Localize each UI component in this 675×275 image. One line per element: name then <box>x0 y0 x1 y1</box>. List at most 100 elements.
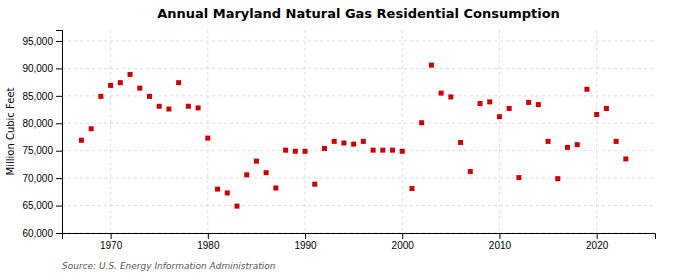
point <box>565 145 570 150</box>
point <box>332 139 337 144</box>
point <box>234 204 239 209</box>
grid <box>62 30 655 233</box>
point <box>89 126 94 131</box>
point <box>614 139 619 144</box>
point <box>468 169 473 174</box>
tick: 1990 <box>294 233 317 251</box>
x-axis: 1970 1980 1990 2000 2010 2020 <box>63 233 656 251</box>
tick-label: 90,000 <box>22 63 53 74</box>
tick: 80,000 <box>22 118 62 129</box>
point <box>273 186 278 191</box>
point <box>429 63 434 68</box>
point <box>516 175 521 180</box>
point <box>623 156 628 161</box>
point <box>507 106 512 111</box>
point <box>118 80 123 85</box>
y-axis: 60,000 65,000 70,000 75,000 80,000 85,000 90,0… <box>22 31 62 239</box>
grid-line <box>62 178 655 179</box>
point <box>546 139 551 144</box>
grid-line <box>62 40 655 41</box>
point <box>205 136 210 141</box>
tick: 2020 <box>586 233 609 251</box>
point <box>448 94 453 99</box>
point <box>409 186 414 191</box>
point <box>380 148 385 153</box>
tick-mark <box>56 68 62 69</box>
tick-label: 2020 <box>586 240 609 251</box>
point <box>108 83 113 88</box>
point <box>400 149 405 154</box>
point <box>283 148 288 153</box>
tick-mark <box>56 151 62 152</box>
point <box>594 112 599 117</box>
tick: 1970 <box>100 233 123 251</box>
tick-mark <box>56 123 62 124</box>
tick-label: 70,000 <box>22 173 53 184</box>
tick-label: 65,000 <box>22 200 53 211</box>
point <box>196 105 201 110</box>
tick: 70,000 <box>22 173 62 184</box>
tick-mark <box>56 233 62 234</box>
tick-label: 80,000 <box>22 118 53 129</box>
tick-label: 95,000 <box>22 36 53 47</box>
grid-line <box>62 205 655 206</box>
grid-line <box>62 150 655 151</box>
point <box>293 149 298 154</box>
tick-mark <box>56 178 62 179</box>
point <box>575 142 580 147</box>
tick-label: 2000 <box>392 240 415 251</box>
tick-label: 85,000 <box>22 91 53 102</box>
tick-label: 60,000 <box>22 228 53 239</box>
tick-mark <box>305 233 306 239</box>
tick-mark <box>56 206 62 207</box>
point <box>176 80 181 85</box>
point <box>98 94 103 99</box>
point <box>439 91 444 96</box>
grid-line <box>62 123 655 124</box>
tick: 75,000 <box>22 145 62 156</box>
axis-line <box>63 234 656 240</box>
tick-label: 1970 <box>100 240 123 251</box>
point <box>478 101 483 106</box>
point <box>419 120 424 125</box>
grid-line <box>207 30 208 233</box>
tick: 2010 <box>489 233 512 251</box>
point <box>604 106 609 111</box>
point <box>147 94 152 99</box>
point <box>526 100 531 105</box>
axis-line <box>56 31 63 234</box>
grid-line <box>110 30 111 233</box>
point <box>137 86 142 91</box>
tick: 65,000 <box>22 200 62 211</box>
point <box>341 141 346 146</box>
point <box>584 87 589 92</box>
tick-mark <box>597 233 598 239</box>
point <box>79 138 84 143</box>
chart: 1970 1980 1990 2000 2010 2020 60,000 65,000 70,0… <box>0 0 675 275</box>
point <box>215 187 220 192</box>
point <box>264 170 269 175</box>
title: Annual Maryland Natural Gas Residential … <box>157 6 560 21</box>
tick-label: 2010 <box>489 240 512 251</box>
tick: 85,000 <box>22 91 62 102</box>
grid-line <box>596 30 597 233</box>
point <box>361 139 366 144</box>
point <box>322 146 327 151</box>
tick: 90,000 <box>22 63 62 74</box>
point <box>390 148 395 153</box>
tick-label: 1990 <box>294 240 317 251</box>
point <box>244 172 249 177</box>
point <box>536 102 541 107</box>
points <box>79 63 628 209</box>
tick-mark <box>56 41 62 42</box>
point <box>487 99 492 104</box>
grid-line <box>62 68 655 69</box>
plot-area: 1970 1980 1990 2000 2010 2020 60,000 65,000 70,0… <box>22 30 655 251</box>
grid-line <box>402 30 403 233</box>
point <box>312 182 317 187</box>
point <box>166 107 171 112</box>
tick: 60,000 <box>22 228 62 239</box>
point <box>497 114 502 119</box>
tick-label: 1980 <box>197 240 220 251</box>
tick-mark <box>111 233 112 239</box>
